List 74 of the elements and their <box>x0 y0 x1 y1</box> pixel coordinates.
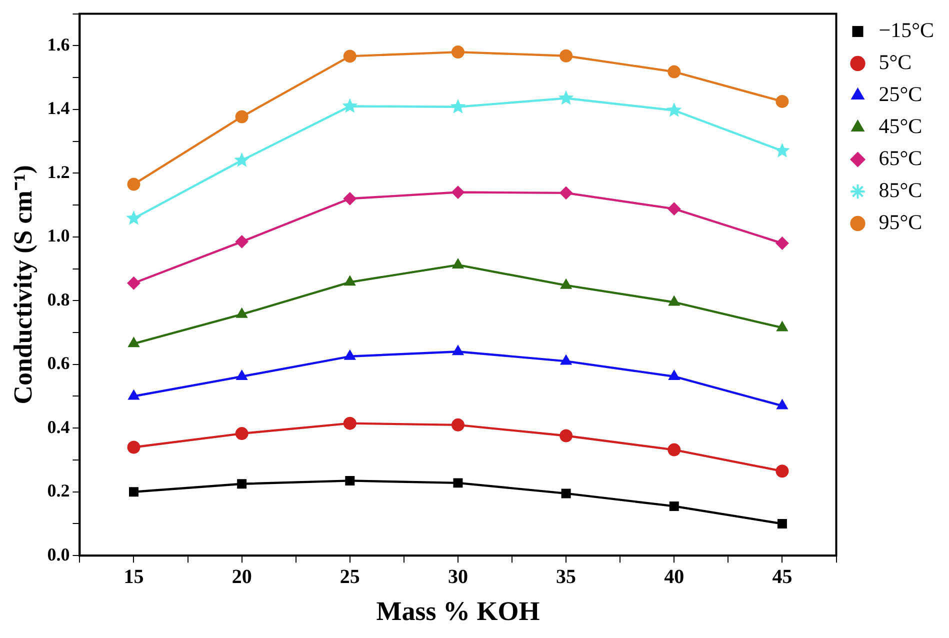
point <box>560 429 573 442</box>
point <box>666 102 682 117</box>
x-tick-label: 15 <box>124 566 144 588</box>
y-axis-title: Conductivity (S cm⁻¹) <box>8 165 38 404</box>
y-tick-label: 1.2 <box>47 162 70 182</box>
y-tick-label: 1.4 <box>47 98 70 118</box>
point <box>776 236 789 250</box>
x-axis-title: Mass % KOH <box>376 596 540 626</box>
point <box>668 65 681 78</box>
point <box>236 370 248 380</box>
point <box>560 278 572 289</box>
y-tick-label: 0.8 <box>47 289 70 310</box>
point <box>774 142 790 158</box>
point <box>343 416 356 430</box>
point <box>236 308 248 318</box>
point <box>235 235 248 248</box>
point <box>560 354 572 365</box>
y-tick-label: 1.6 <box>47 34 70 54</box>
point <box>235 427 248 440</box>
x-tick-label: 25 <box>340 566 360 588</box>
point <box>343 192 356 206</box>
point <box>126 210 142 225</box>
point <box>342 98 358 113</box>
point <box>776 94 789 108</box>
point <box>128 337 140 348</box>
y-tick-label: 0.0 <box>47 544 70 564</box>
point <box>560 49 573 62</box>
point <box>234 152 250 167</box>
point <box>668 296 680 306</box>
point <box>343 50 356 63</box>
point <box>668 443 681 456</box>
point <box>344 350 356 360</box>
point <box>561 488 571 498</box>
point <box>237 479 247 489</box>
legend-label: 5°C <box>878 50 912 74</box>
legend-label: 95°C <box>878 210 922 234</box>
point <box>127 276 140 290</box>
point <box>776 464 789 478</box>
point <box>450 98 466 114</box>
legend-label: 45°C <box>878 114 922 138</box>
point <box>669 501 679 511</box>
legend-label: −15°C <box>878 18 934 42</box>
point <box>128 390 140 400</box>
point <box>452 258 464 268</box>
x-tick-label: 20 <box>232 566 252 588</box>
point <box>558 90 574 105</box>
y-tick-label: 0.6 <box>47 353 70 374</box>
point <box>345 476 355 486</box>
point <box>453 478 463 488</box>
point <box>452 345 464 356</box>
y-tick-label: 0.2 <box>47 480 70 501</box>
y-tick-label: 0.4 <box>47 416 70 437</box>
point <box>668 202 681 216</box>
legend-label: 25°C <box>878 82 922 106</box>
x-tick-label: 30 <box>448 566 468 588</box>
point <box>235 110 248 124</box>
y-tick-label: 1.0 <box>47 226 70 246</box>
point <box>344 276 356 286</box>
point <box>127 440 140 454</box>
legend-label: 85°C <box>878 178 922 202</box>
point <box>127 178 140 191</box>
point <box>560 186 573 200</box>
x-tick-label: 35 <box>556 566 576 588</box>
point <box>128 487 138 497</box>
x-tick-label: 40 <box>664 566 684 588</box>
point <box>451 186 464 199</box>
point <box>451 46 464 59</box>
legend-label: 65°C <box>878 146 922 170</box>
x-tick-label: 45 <box>772 566 792 588</box>
point <box>776 399 788 410</box>
point <box>777 518 787 528</box>
point <box>668 370 680 380</box>
point <box>776 321 788 332</box>
point <box>451 418 464 432</box>
